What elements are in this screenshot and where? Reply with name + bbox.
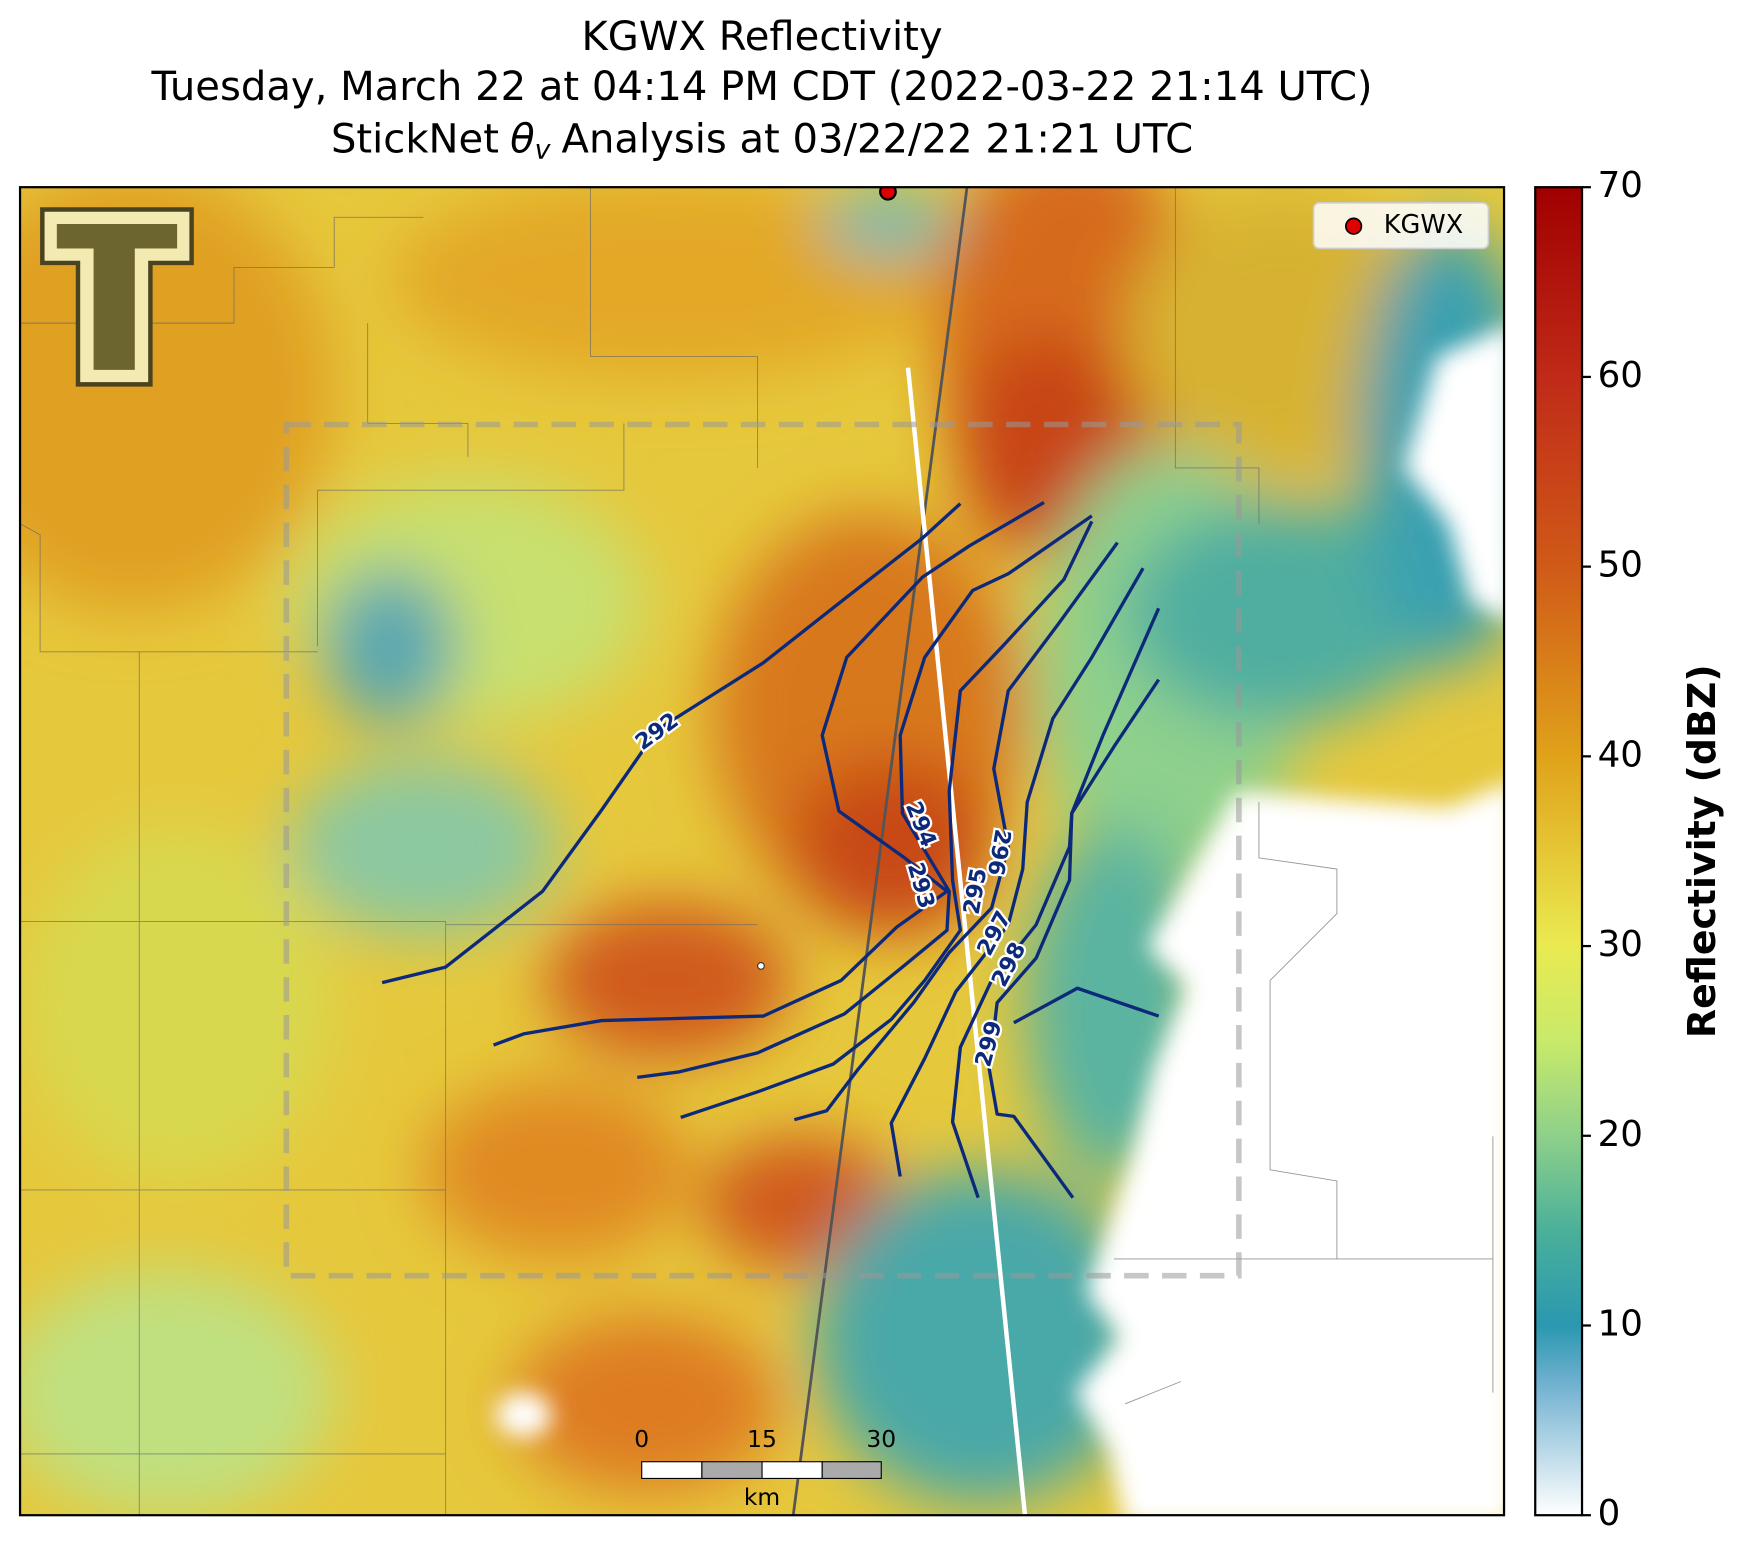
colorbar-tick-label: 30	[1598, 924, 1643, 965]
title: KGWX Reflectivity	[581, 14, 942, 60]
scale-tick-label: 30	[866, 1425, 896, 1453]
scale-bar: 0 15 30 km	[634, 1425, 896, 1511]
colorbar-label: Reflectivity (dBZ)	[1680, 664, 1724, 1038]
legend-marker	[1345, 217, 1363, 235]
contour	[637, 514, 1093, 1080]
colorbar-tick-label: 60	[1598, 355, 1643, 396]
radar-beam-line	[905, 367, 1028, 1516]
logo	[40, 207, 194, 387]
scale-tick-label: 15	[747, 1425, 777, 1453]
colorbar: Reflectivity (dBZ) 0 10 20 30 40 50 60 70	[1534, 165, 1724, 1534]
legend: KGWX	[1312, 201, 1490, 250]
scale-tick-label: 0	[634, 1425, 649, 1453]
contour	[492, 501, 1045, 1047]
colorbar-tick-label: 50	[1598, 545, 1643, 586]
subtitle: Tuesday, March 22 at 04:14 PM CDT (2022-…	[151, 64, 1373, 110]
analysis-title: StickNet θv Analysis at 03/22/22 21:21 UTC	[331, 117, 1193, 165]
analysis-suffix: Analysis at 03/22/22 21:21 UTC	[562, 117, 1194, 163]
analysis-domain	[283, 421, 1242, 1279]
colorbar-scale	[1534, 186, 1584, 1517]
analysis-prefix: StickNet	[331, 117, 499, 163]
legend-label: KGWX	[1384, 210, 1464, 240]
colorbar-tick-label: 70	[1598, 165, 1643, 206]
theta-subscript: v	[535, 134, 552, 165]
colorbar-tick-label: 10	[1598, 1303, 1643, 1344]
station-marker	[757, 962, 765, 970]
scale-unit: km	[744, 1483, 780, 1511]
contour	[950, 607, 1161, 1199]
contour	[680, 520, 1094, 1120]
colorbar-tick-label: 40	[1598, 734, 1643, 775]
colorbar-tick-label: 0	[1598, 1493, 1621, 1534]
no-echo-region	[495, 327, 1505, 1516]
contour	[987, 678, 1161, 1199]
contour	[889, 567, 1145, 1177]
radar-site	[879, 187, 897, 201]
contour	[793, 541, 1119, 1122]
colorbar-tick-label: 20	[1598, 1114, 1643, 1155]
contour	[381, 502, 962, 985]
radar-artifact-line	[791, 187, 969, 1516]
map: 292 293 294 295 296 297 298 299 0 15 30 …	[20, 187, 1505, 1516]
theta-symbol: θ	[510, 117, 535, 163]
map-frame	[18, 186, 1506, 1517]
